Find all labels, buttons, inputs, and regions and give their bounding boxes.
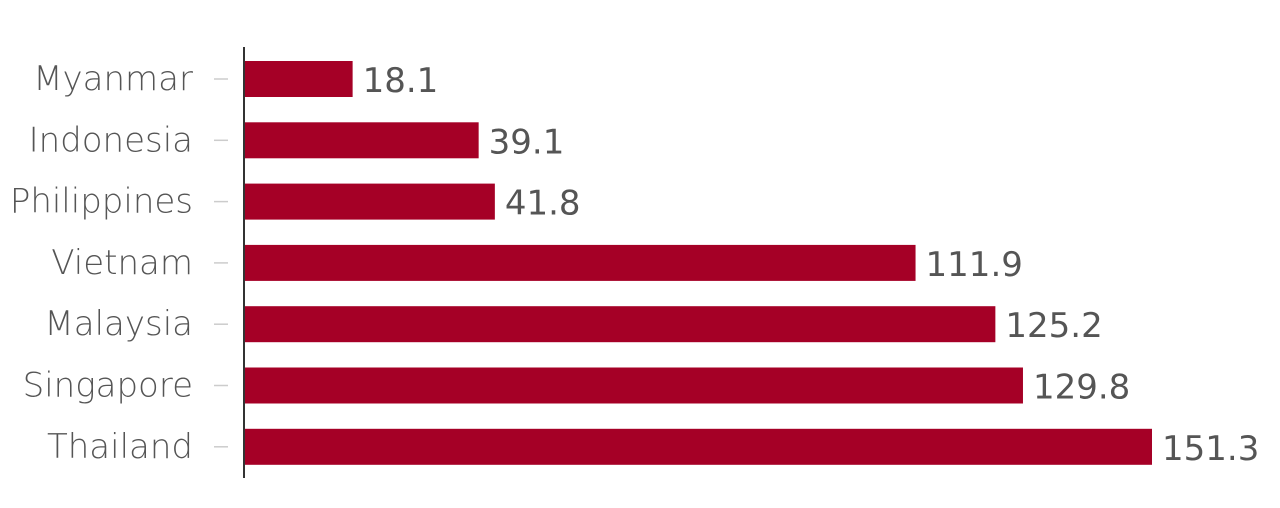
bars <box>244 61 1152 465</box>
bar-myanmar <box>244 61 353 97</box>
bar-value-label: 111.9 <box>926 245 1023 285</box>
bar-value-label: 18.1 <box>363 61 439 101</box>
category-label: Philippines <box>10 182 193 222</box>
category-labels: Myanmar Indonesia Philippines Vietnam Malays… <box>10 59 193 467</box>
bar-value-label: 125.2 <box>1005 306 1102 346</box>
bar-thailand <box>244 428 1152 465</box>
bar-malaysia <box>244 306 996 343</box>
bar-vietnam <box>244 244 916 281</box>
tick-marks <box>214 78 228 448</box>
category-label: Singapore <box>23 366 193 406</box>
category-label: Thailand <box>47 427 193 467</box>
bar-value-label: 39.1 <box>489 122 565 162</box>
bar-philippines <box>244 183 495 220</box>
value-labels: 18.1 39.1 41.8 111.9 125.2 129.8 151.3 <box>363 61 1260 469</box>
bar-singapore <box>244 367 1023 404</box>
bar-value-label: 41.8 <box>505 184 581 224</box>
category-label: Malaysia <box>44 304 193 344</box>
category-label: Vietnam <box>51 243 193 283</box>
bar-indonesia <box>244 122 479 159</box>
category-label: Indonesia <box>29 120 193 160</box>
category-label: Myanmar <box>33 59 193 99</box>
bar-value-label: 129.8 <box>1033 368 1130 408</box>
bar-value-label: 151.3 <box>1162 429 1259 469</box>
